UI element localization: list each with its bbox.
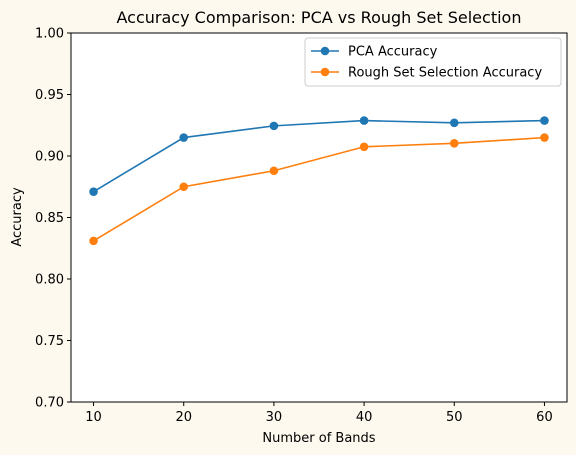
x-axis-title: Number of Bands <box>262 431 375 446</box>
y-tick-label: 0.75 <box>35 334 64 349</box>
plot-background <box>71 33 567 402</box>
y-tick-label: 0.85 <box>35 211 64 226</box>
data-point-pca <box>540 116 549 125</box>
data-point-pca <box>179 133 189 142</box>
legend: PCA Accuracy Rough Set Selection Accuracy <box>304 37 562 87</box>
y-tick-label: 0.95 <box>35 88 64 103</box>
data-point-rough-set <box>179 182 189 192</box>
legend-marker-rough-set <box>320 67 330 77</box>
x-tick-label: 30 <box>266 410 283 425</box>
y-axis-title: Accuracy <box>10 187 25 247</box>
x-tick-label: 10 <box>85 410 102 425</box>
series-line-rough-set <box>93 136 545 242</box>
data-point-pca <box>269 121 279 131</box>
data-point-pca <box>89 187 98 196</box>
legend-box <box>304 37 562 87</box>
data-point-pca <box>359 116 369 125</box>
legend-label-rough-set: Rough Set Selection Accuracy <box>348 66 542 81</box>
data-point-rough-set <box>89 236 98 246</box>
series-line-pca <box>93 119 545 193</box>
data-point-rough-set <box>269 166 279 176</box>
x-tick-label: 60 <box>536 410 553 425</box>
y-tick-label: 1.00 <box>35 27 64 42</box>
data-point-pca <box>449 118 459 128</box>
x-tick-label: 20 <box>175 410 192 425</box>
data-point-rough-set <box>359 142 369 152</box>
chart-title: Accuracy Comparison: PCA vs Rough Set Se… <box>117 8 522 27</box>
y-tick-label: 0.90 <box>35 150 64 165</box>
legend-label-pca: PCA Accuracy <box>348 45 438 60</box>
y-tick-label: 0.80 <box>35 273 64 288</box>
data-point-rough-set <box>449 139 459 148</box>
x-tick-label: 40 <box>356 410 373 425</box>
y-tick-label: 0.70 <box>35 396 64 411</box>
x-tick-label: 50 <box>446 410 463 425</box>
data-point-rough-set <box>540 133 549 142</box>
legend-marker-pca <box>320 46 330 56</box>
